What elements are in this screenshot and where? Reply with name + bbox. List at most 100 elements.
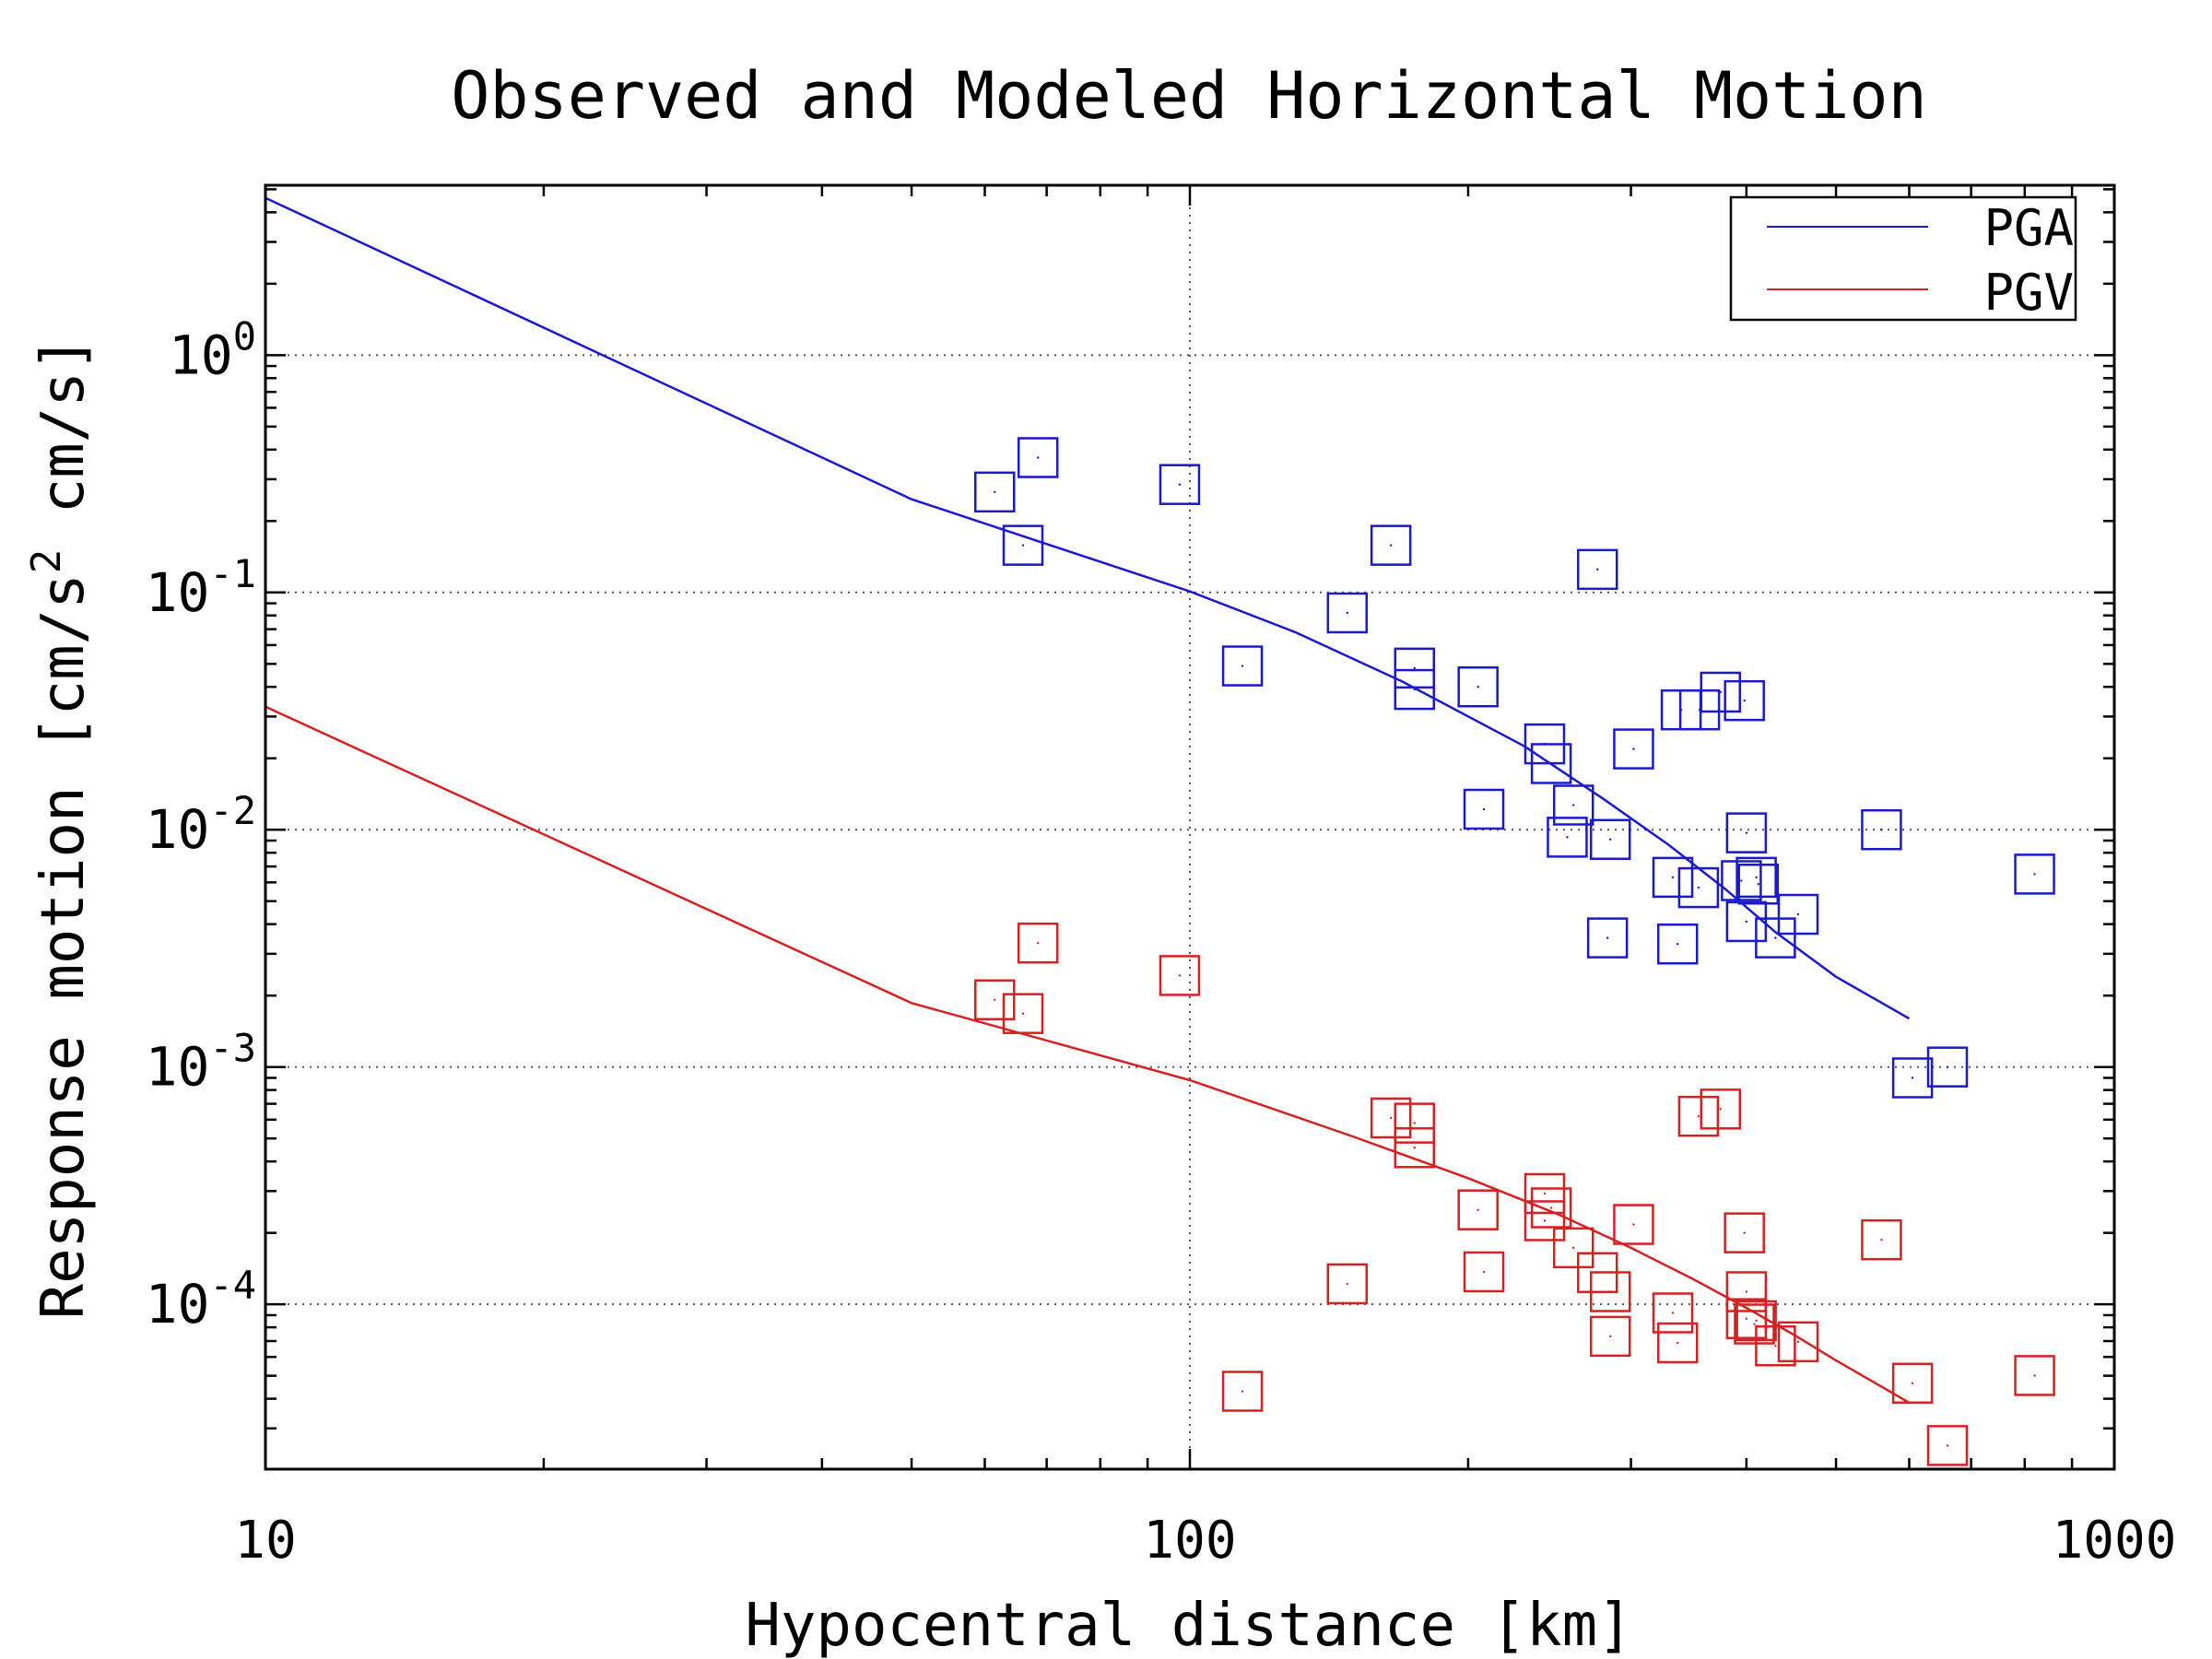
pga-observed-marker: [1463, 788, 1505, 830]
pga-observed-marker-dot: [1389, 544, 1393, 547]
legend-pga-label: PGA: [1983, 199, 2074, 257]
pga-observed-marker: [1725, 812, 1768, 853]
pgv-observed-marker-dot: [1549, 1206, 1553, 1209]
pgv-observed-marker-dot: [1755, 1319, 1758, 1323]
pgv-observed-marker-dot: [1543, 1192, 1547, 1195]
pgv-observed-marker-dot: [1671, 1312, 1675, 1314]
pga-observed-marker-dot: [1880, 829, 1883, 831]
pga-observed-marker: [1159, 464, 1201, 505]
pgv-observed-marker: [1221, 1371, 1264, 1412]
pga-observed-marker: [973, 471, 1016, 513]
pgv-observed-marker: [1326, 1263, 1369, 1305]
pga-observed-marker-dot: [1606, 936, 1609, 939]
pgv-observed-marker: [1589, 1271, 1631, 1312]
pgv-observed-marker-dot: [1021, 1012, 1025, 1015]
pga-observed-marker-dot: [1178, 483, 1182, 486]
pga-observed-marker-dot: [1740, 879, 1743, 882]
pgv-observed-marker-dot: [1911, 1382, 1914, 1384]
pga-observed-marker: [1221, 645, 1264, 687]
x-tick-labels: 10 100 1000: [234, 1511, 2176, 1571]
pgv-observed-marker: [1926, 1425, 1969, 1466]
pga-observed-marker: [1721, 860, 1762, 901]
pga-observed-marker: [1735, 856, 1777, 899]
pgv-observed-marker-dot: [1572, 1246, 1575, 1250]
pga-observed-marker-dot: [1596, 568, 1599, 571]
pga-observed-marker: [1777, 893, 1819, 935]
pgv-observed-marker-dot: [1697, 1114, 1700, 1118]
pgv-observed-marker-dot: [1389, 1116, 1393, 1120]
pga-observed-marker-dot: [1697, 886, 1700, 889]
y-tick-label: 10-1: [146, 551, 256, 624]
pgv-observed-marker: [1552, 1227, 1594, 1269]
pga-observed-marker-dot: [1477, 686, 1479, 688]
pga-observed-marker: [1700, 671, 1742, 713]
pga-observed-marker: [1586, 917, 1629, 959]
pgv-observed-marker: [1370, 1097, 1412, 1139]
pgv-observed-marker: [1725, 1298, 1768, 1339]
pgv-observed-marker: [1457, 1189, 1499, 1230]
pgv-observed-marker: [1394, 1127, 1436, 1169]
pgv-observed-marker: [1613, 1204, 1654, 1245]
pga-observed-marker: [1530, 743, 1572, 784]
pgv-observed-marker: [1861, 1218, 1902, 1261]
grid-layer: [265, 185, 2114, 1469]
pga-observed-marker-dot: [1757, 883, 1759, 886]
x-tick-label: 100: [1143, 1511, 1236, 1571]
chart-title: Observed and Modeled Horizontal Motion: [451, 58, 1926, 134]
pga-observed-marker-dot: [1671, 876, 1675, 879]
pgv-observed-marker-dot: [1413, 1122, 1416, 1124]
pgv-observed-marker-dot: [2033, 1374, 2036, 1377]
pga-observed-marker-dot: [1796, 912, 1800, 916]
pgv-observed-marker: [1656, 1322, 1699, 1364]
x-axis-label: Hypocentral distance [km]: [745, 1592, 1632, 1659]
pgv-observed-marker-dot: [1609, 1335, 1612, 1338]
pgv-observed-marker: [1677, 1095, 1720, 1137]
pgv-observed-marker-dot: [1241, 1390, 1244, 1393]
pga-observed-marker-dot: [1755, 876, 1758, 879]
pgv-observed-marker-dot: [1543, 1219, 1547, 1222]
pgv-observed-marker-dot: [1796, 1340, 1800, 1344]
pgv-observed-marker: [1734, 1303, 1775, 1345]
pgv-observed-marker: [1002, 993, 1044, 1034]
pgv-observed-marker: [1394, 1102, 1436, 1144]
pgv-observed-marker: [1777, 1321, 1819, 1363]
pga-observed-marker-dot: [1911, 1077, 1914, 1079]
pga-observed-marker-dot: [1036, 456, 1040, 459]
pga-observed-marker-dot: [1413, 688, 1416, 691]
pgv-observed-marker: [1159, 955, 1201, 996]
pga-observed-marker-dot: [1609, 838, 1612, 841]
pga-observed-marker-dot: [1346, 611, 1348, 615]
x-tick-label: 1000: [2053, 1511, 2177, 1571]
pga-observed-marker: [1394, 668, 1436, 711]
curve-layer: [265, 196, 1911, 1404]
pgv-observed-marker: [1463, 1251, 1505, 1293]
model-curve-pga: [265, 196, 1911, 1020]
pga-observed-marker-dot: [2033, 873, 2036, 876]
tick-layer: [264, 185, 2114, 1469]
y-tick-label: 10-3: [146, 1026, 256, 1099]
pga-observed-marker: [1926, 1046, 1969, 1088]
pga-observed-marker: [1737, 863, 1779, 905]
pgv-observed-marker-dot: [1346, 1282, 1348, 1286]
pga-observed-marker: [2014, 853, 2055, 895]
pgv-observed-marker: [1755, 1325, 1796, 1367]
pga-observed-marker: [1678, 688, 1721, 731]
legend: PGA PGV: [1729, 195, 2077, 322]
pga-observed-marker: [1613, 728, 1654, 770]
pgv-observed-marker-dot: [1413, 1147, 1416, 1149]
pgv-observed-marker-dot: [1745, 1290, 1748, 1293]
y-axis-label-main: Response motion [cm/s: [29, 573, 98, 1319]
pga-observed-marker-dot: [1482, 807, 1486, 811]
pga-observed-marker-dot: [1745, 920, 1748, 924]
pgv-observed-marker: [1017, 922, 1059, 964]
pga-observed-marker: [1326, 592, 1369, 634]
pga-observed-marker: [1002, 524, 1044, 566]
pga-observed-marker: [1891, 1057, 1934, 1099]
pga-observed-marker: [1677, 866, 1720, 909]
pga-observed-marker: [1725, 900, 1768, 943]
pgv-observed-marker-dot: [1743, 1231, 1746, 1234]
pga-observed-marker: [1547, 817, 1588, 858]
y-axis-label-sup: 2: [23, 549, 70, 574]
pga-observed-marker: [1652, 856, 1694, 899]
pgv-observed-marker-dot: [1880, 1238, 1883, 1241]
